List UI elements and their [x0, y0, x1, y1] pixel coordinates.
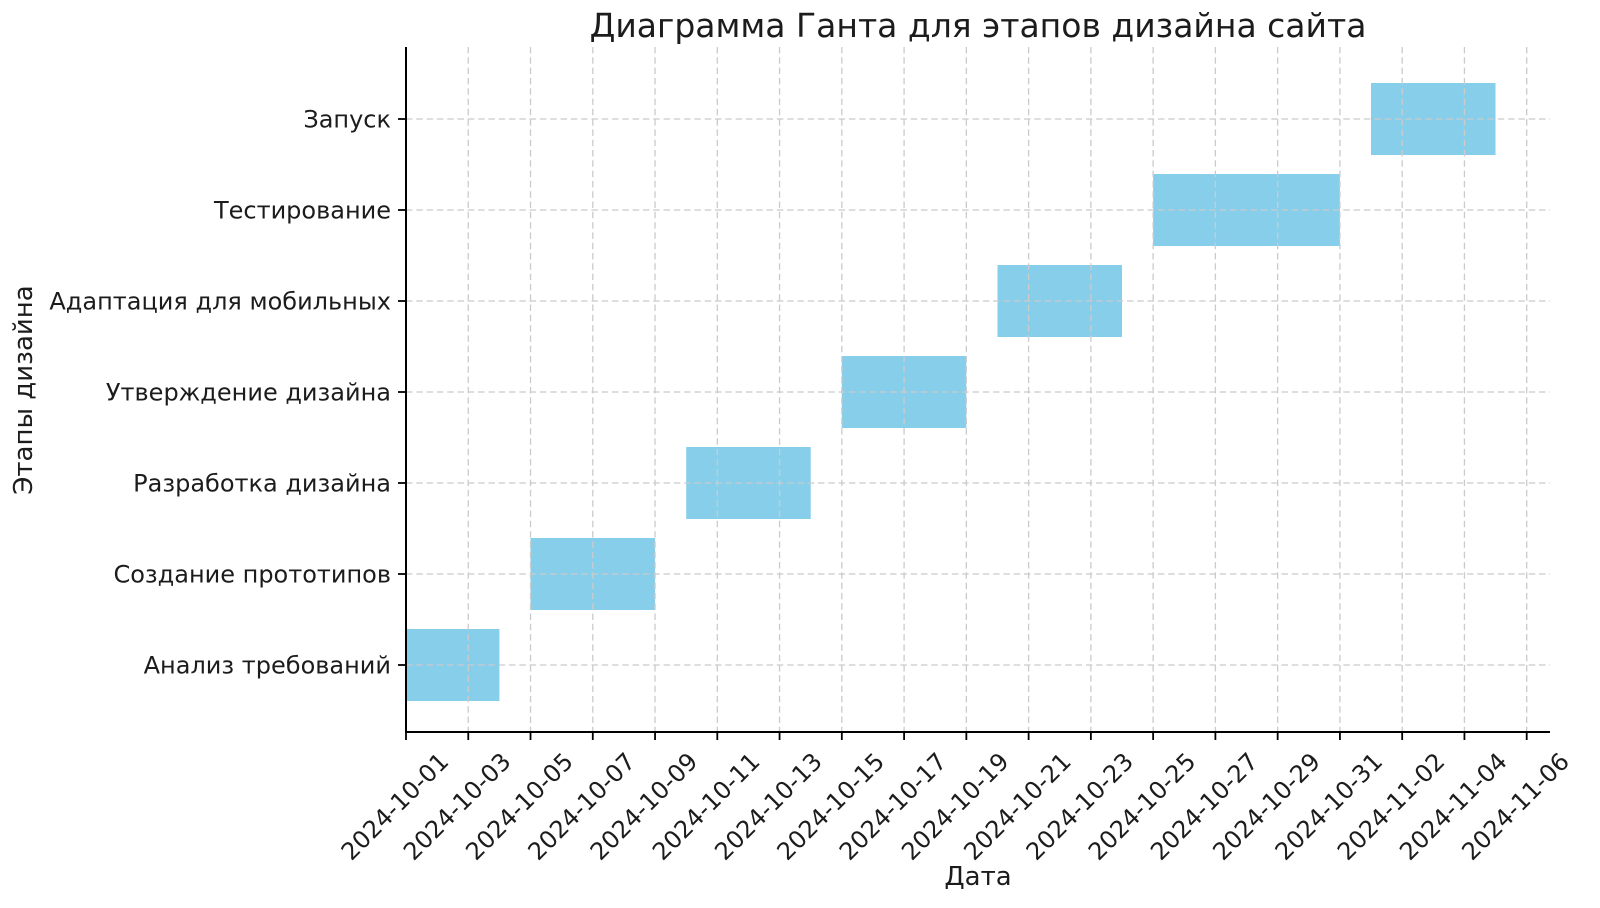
- y-tick-label: Разработка дизайна: [133, 470, 391, 498]
- y-tick-label: Утверждение дизайна: [106, 379, 391, 407]
- y-tick-label: Запуск: [303, 106, 391, 134]
- y-axis-label: Этапы дизайна: [9, 285, 39, 495]
- y-tick-label: Создание прототипов: [113, 561, 391, 589]
- y-tick-label: Анализ требований: [144, 652, 391, 680]
- chart-title: Диаграмма Ганта для этапов дизайна сайта: [589, 6, 1367, 45]
- x-axis-label: Дата: [944, 862, 1012, 892]
- y-tick-label: Адаптация для мобильных: [49, 288, 391, 316]
- gantt-bar: [1371, 83, 1496, 155]
- y-tick-label: Тестирование: [213, 197, 391, 225]
